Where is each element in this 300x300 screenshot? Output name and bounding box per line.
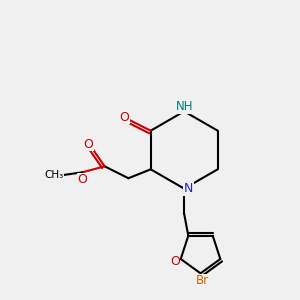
Text: O: O bbox=[119, 111, 129, 124]
Text: CH₃: CH₃ bbox=[44, 170, 64, 180]
Text: N: N bbox=[184, 182, 193, 195]
Text: Br: Br bbox=[196, 274, 208, 287]
Text: O: O bbox=[83, 138, 93, 151]
Text: NH: NH bbox=[176, 100, 193, 113]
Text: O: O bbox=[77, 173, 87, 186]
Text: O: O bbox=[170, 255, 180, 268]
